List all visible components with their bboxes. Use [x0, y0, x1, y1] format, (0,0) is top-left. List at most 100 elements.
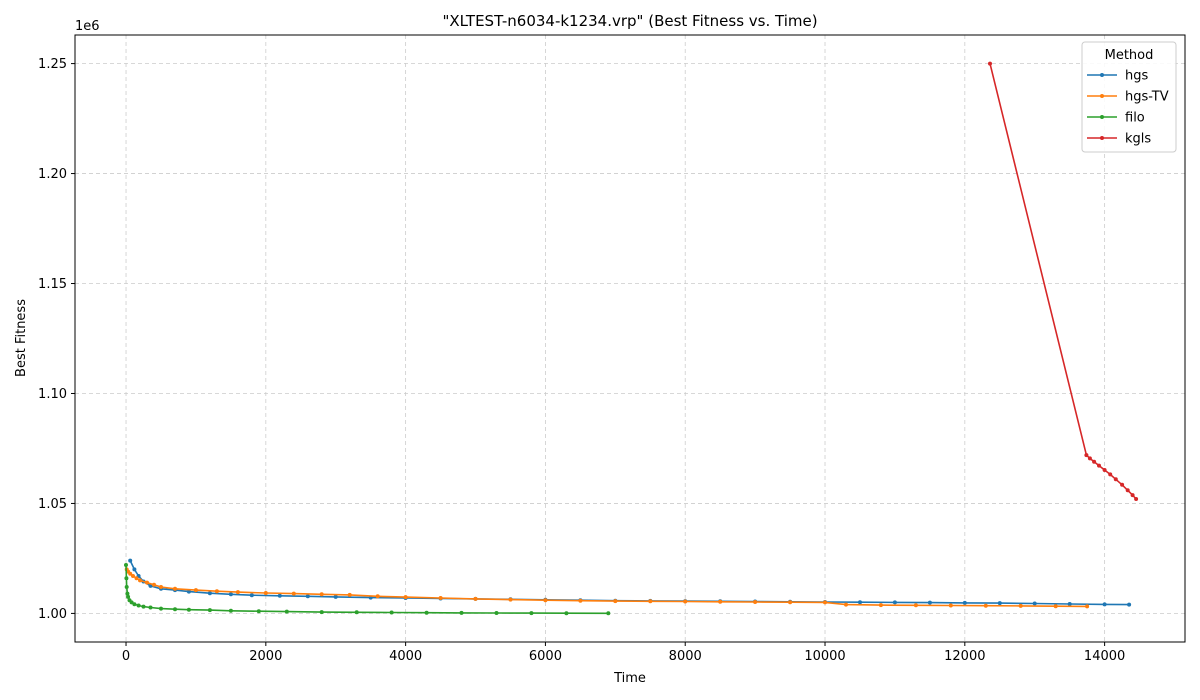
data-point-kgls	[1087, 456, 1092, 461]
y-axis-title: Best Fitness	[14, 299, 29, 377]
legend-marker-kgls	[1100, 136, 1104, 140]
data-point-hgs	[1102, 602, 1107, 607]
data-point-hgs-tv	[263, 591, 268, 595]
data-point-hgs-tv	[718, 599, 723, 604]
data-point-hgs-tv	[948, 603, 953, 608]
data-point-hgs-tv	[648, 599, 653, 604]
y-tick-label: 1.10	[38, 387, 67, 402]
data-point-filo	[173, 607, 177, 612]
series-hgs-tv	[124, 567, 1090, 609]
data-point-filo	[284, 609, 289, 614]
data-point-hgs-tv	[173, 586, 177, 591]
data-point-hgs-tv	[613, 599, 618, 604]
x-tick-label: 6000	[529, 649, 562, 664]
legend: Method hgs hgs-TV filo kgls	[1081, 41, 1177, 153]
data-point-hgs-tv	[235, 590, 240, 595]
data-point-hgs	[892, 600, 897, 605]
data-point-filo	[494, 611, 499, 615]
legend-item-hgs-tv: hgs-TV	[1087, 90, 1169, 105]
y-tick-label: 1.15	[38, 277, 67, 292]
data-point-filo	[256, 609, 261, 614]
data-point-filo	[459, 610, 464, 615]
data-point-hgs	[249, 593, 254, 598]
data-point-hgs	[277, 593, 282, 598]
data-point-hgs	[148, 583, 153, 588]
data-point-filo	[319, 610, 324, 615]
data-point-hgs-tv	[983, 603, 988, 608]
data-point-kgls	[1130, 493, 1135, 498]
data-point-hgs-tv	[214, 589, 219, 594]
data-point-hgs-tv	[159, 585, 163, 589]
data-point-hgs-tv	[131, 574, 135, 578]
grid	[75, 35, 1185, 642]
data-point-hgs	[1032, 601, 1037, 606]
data-point-filo	[207, 608, 212, 613]
legend-label-filo: filo	[1125, 111, 1145, 126]
plot-area-frame	[74, 34, 1186, 643]
x-tick-label: 0	[122, 649, 130, 664]
data-point-filo	[132, 602, 137, 607]
data-point-hgs-tv	[145, 580, 149, 585]
data-point-hgs-tv	[753, 600, 758, 604]
data-point-filo	[136, 603, 141, 608]
data-point-kgls	[1113, 477, 1118, 482]
x-tick-label: 8000	[669, 649, 702, 664]
data-point-hgs-tv	[128, 571, 133, 576]
data-point-hgs-tv	[473, 596, 478, 601]
data-point-hgs	[1067, 602, 1072, 606]
legend-marker-hgs	[1100, 73, 1104, 77]
data-point-hgs	[128, 558, 133, 563]
data-point-kgls	[1125, 488, 1130, 493]
legend-label-kgls: kgls	[1125, 132, 1151, 147]
data-point-hgs	[305, 594, 310, 599]
x-axis-title: Time	[613, 671, 646, 686]
chart-title: "XLTEST-n6034-k1234.vrp" (Best Fitness v…	[442, 12, 817, 30]
data-point-hgs	[997, 601, 1002, 606]
legend-title: Method	[1105, 48, 1154, 63]
series-filo	[124, 563, 611, 616]
y-tick-label: 1.20	[38, 167, 67, 182]
data-point-hgs	[962, 600, 967, 605]
data-point-hgs-tv	[193, 588, 198, 593]
data-point-hgs-tv	[403, 595, 408, 600]
y-tick-label: 1.00	[38, 607, 67, 622]
legend-marker-hgs-tv	[1100, 94, 1104, 98]
series-group	[124, 61, 1139, 616]
series-kgls	[988, 61, 1139, 501]
data-point-hgs-tv	[683, 599, 688, 604]
data-point-filo	[141, 604, 146, 609]
y-tick-label: 1.05	[38, 497, 67, 512]
data-point-hgs-tv	[1053, 604, 1058, 609]
data-point-filo	[228, 608, 233, 613]
data-point-hgs-tv	[578, 598, 583, 603]
x-tick-label: 10000	[804, 649, 845, 664]
data-point-kgls	[1108, 472, 1113, 477]
data-point-filo	[124, 576, 129, 581]
data-point-hgs-tv	[1085, 604, 1090, 609]
data-point-kgls	[1102, 468, 1107, 472]
data-point-hgs-tv	[375, 594, 380, 599]
x-tick-label: 12000	[944, 649, 985, 664]
data-point-hgs-tv	[823, 600, 827, 605]
data-point-kgls	[1134, 497, 1139, 501]
data-point-hgs	[186, 589, 191, 594]
data-point-filo	[354, 610, 359, 615]
legend-item-filo: filo	[1087, 111, 1145, 126]
data-point-filo	[148, 605, 153, 610]
data-point-hgs	[927, 600, 932, 605]
data-point-kgls	[1120, 482, 1125, 487]
data-point-kgls	[988, 61, 992, 66]
data-point-hgs-tv	[508, 597, 513, 602]
y-axis-offset-label: 1e6	[75, 19, 100, 34]
data-point-filo	[125, 591, 130, 596]
legend-label-hgs-tv: hgs-TV	[1125, 90, 1169, 105]
data-point-hgs	[858, 600, 862, 605]
data-point-hgs	[1127, 602, 1132, 607]
data-point-kgls	[1097, 463, 1101, 468]
data-point-filo	[124, 585, 129, 589]
axis-ticks: 0 2000 4000 6000 8000 10000 12000 14000 1.00 1.05…	[38, 57, 1125, 664]
data-point-hgs-tv	[347, 592, 352, 597]
